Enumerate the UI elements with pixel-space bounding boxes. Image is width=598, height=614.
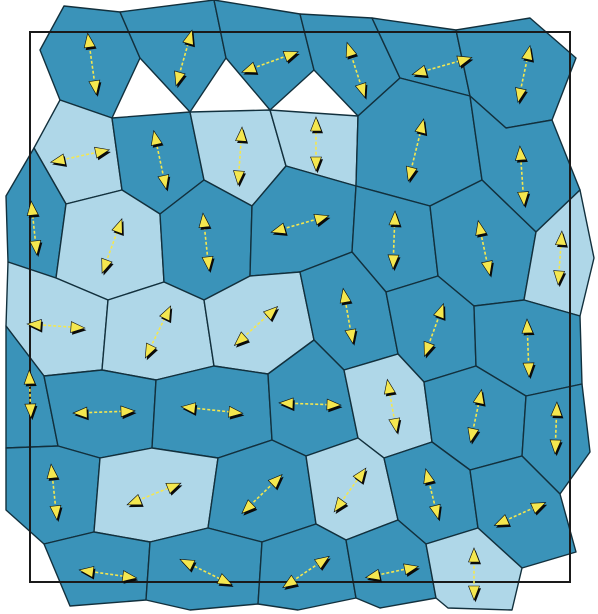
voronoi-cell xyxy=(152,366,272,458)
voronoi-cell xyxy=(94,448,218,542)
voronoi-cell xyxy=(146,528,262,610)
voronoi-cell xyxy=(56,190,164,300)
voronoi-cell xyxy=(102,282,214,380)
voronoi-diagram xyxy=(0,0,598,614)
voronoi-cell xyxy=(208,440,316,542)
voronoi-cell xyxy=(44,370,156,458)
